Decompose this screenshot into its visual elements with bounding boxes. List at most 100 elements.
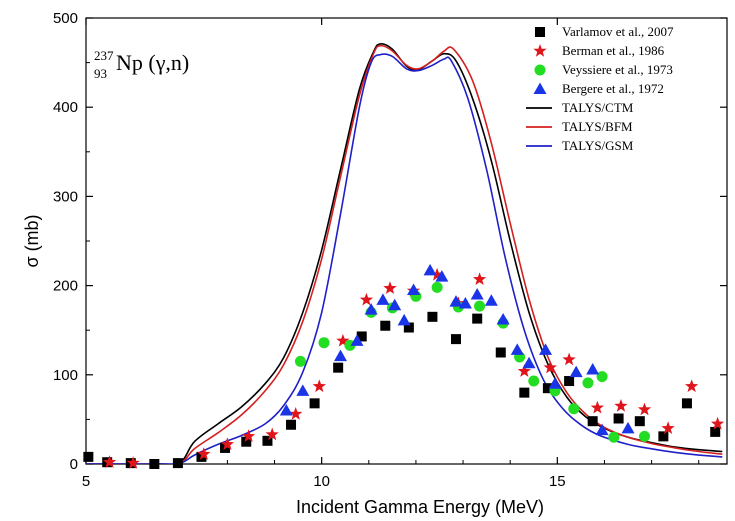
data-point [562, 352, 576, 366]
data-point [634, 416, 645, 427]
data-point [262, 435, 273, 446]
y-tick-label: 400 [53, 99, 78, 116]
data-point [539, 343, 553, 355]
y-tick-label: 200 [53, 278, 78, 295]
data-point [470, 288, 484, 300]
legend-label: Varlamov et al., 2007 [562, 24, 674, 39]
data-point [685, 379, 699, 393]
series-varlamov-et-al-2007 [83, 311, 721, 469]
x-axis-title: Incident Gamma Energy (MeV) [296, 497, 544, 517]
data-point [661, 421, 675, 434]
legend-label: Berman et al., 1986 [562, 43, 665, 58]
y-tick-label: 300 [53, 188, 78, 205]
data-point [423, 263, 437, 276]
data-point [528, 375, 540, 387]
data-point [458, 296, 472, 309]
series-bergere-et-al-1972 [279, 263, 635, 436]
data-point [595, 423, 609, 436]
data-point [318, 337, 330, 349]
data-point [474, 300, 486, 312]
legend-label: TALYS/GSM [562, 138, 634, 153]
data-point [296, 384, 310, 396]
data-point [472, 272, 487, 285]
data-point [613, 413, 624, 424]
data-point [376, 293, 390, 305]
data-point [397, 313, 411, 326]
legend-item: TALYS/GSM [526, 138, 634, 153]
data-point [495, 347, 506, 358]
data-point [614, 399, 628, 412]
data-point [309, 398, 320, 409]
legend-marker-swatch [535, 27, 545, 37]
data-point [435, 270, 449, 282]
data-point [172, 458, 183, 469]
data-point [542, 383, 553, 394]
data-point [710, 416, 725, 430]
data-point [220, 437, 235, 450]
legend-label: TALYS/BFM [562, 119, 633, 134]
data-point [356, 331, 367, 342]
data-point [519, 387, 530, 398]
data-point [710, 426, 721, 437]
data-point [286, 419, 297, 430]
data-point [681, 398, 692, 409]
data-point [586, 362, 600, 375]
data-point [569, 365, 583, 378]
data-point [359, 292, 374, 306]
data-point [350, 334, 364, 346]
data-point [596, 371, 608, 383]
data-point [241, 429, 256, 442]
data-point [83, 451, 94, 462]
data-point [430, 267, 444, 281]
legend-marker-swatch [534, 64, 546, 76]
data-point [279, 403, 293, 416]
legend: Varlamov et al., 2007 Berman et al., 1986… [526, 24, 674, 153]
tick-labels: 5 10 15 0 100 200 300 400 500 [53, 10, 566, 490]
data-point [312, 379, 326, 393]
data-point [380, 320, 391, 331]
data-point [543, 360, 557, 374]
data-point [197, 447, 211, 460]
data-point [407, 283, 421, 296]
x-tick-label: 5 [82, 473, 90, 490]
data-point [388, 298, 402, 311]
data-point [496, 312, 510, 325]
data-point [289, 407, 303, 420]
annotation-label: 237 93 Np (γ,n) [94, 48, 189, 81]
data-point [364, 303, 378, 315]
data-point [427, 311, 438, 322]
data-point [587, 416, 598, 427]
legend-item: Bergere et al., 1972 [533, 81, 664, 96]
data-point [582, 377, 594, 389]
legend-label: TALYS/CTM [562, 100, 634, 115]
data-point [450, 334, 461, 345]
data-point [241, 436, 252, 447]
data-point [334, 349, 348, 362]
series-line-talys-gsm [86, 53, 723, 464]
data-point [472, 313, 483, 324]
x-tick-label: 15 [549, 473, 566, 490]
data-point [568, 403, 580, 415]
data-point [484, 294, 498, 306]
annotation-mass: 237 [94, 48, 114, 63]
data-point [548, 377, 562, 389]
y-tick-label: 500 [53, 10, 78, 27]
legend-marker-swatch [533, 44, 547, 57]
data-point [265, 427, 279, 441]
data-point [336, 333, 350, 347]
annotation-atomic: 93 [94, 66, 107, 81]
data-point [608, 431, 620, 443]
data-point [510, 343, 524, 355]
legend-item: Veyssiere et al., 1973 [534, 62, 673, 77]
data-point [383, 281, 397, 294]
legend-item: Berman et al., 1986 [533, 43, 665, 58]
data-point [431, 281, 443, 293]
legend-marker-swatch [533, 82, 547, 94]
data-point [449, 295, 463, 307]
data-point [149, 459, 160, 469]
data-point [590, 400, 604, 414]
data-point [639, 430, 651, 442]
data-point [621, 421, 635, 434]
legend-item: TALYS/CTM [526, 100, 634, 115]
